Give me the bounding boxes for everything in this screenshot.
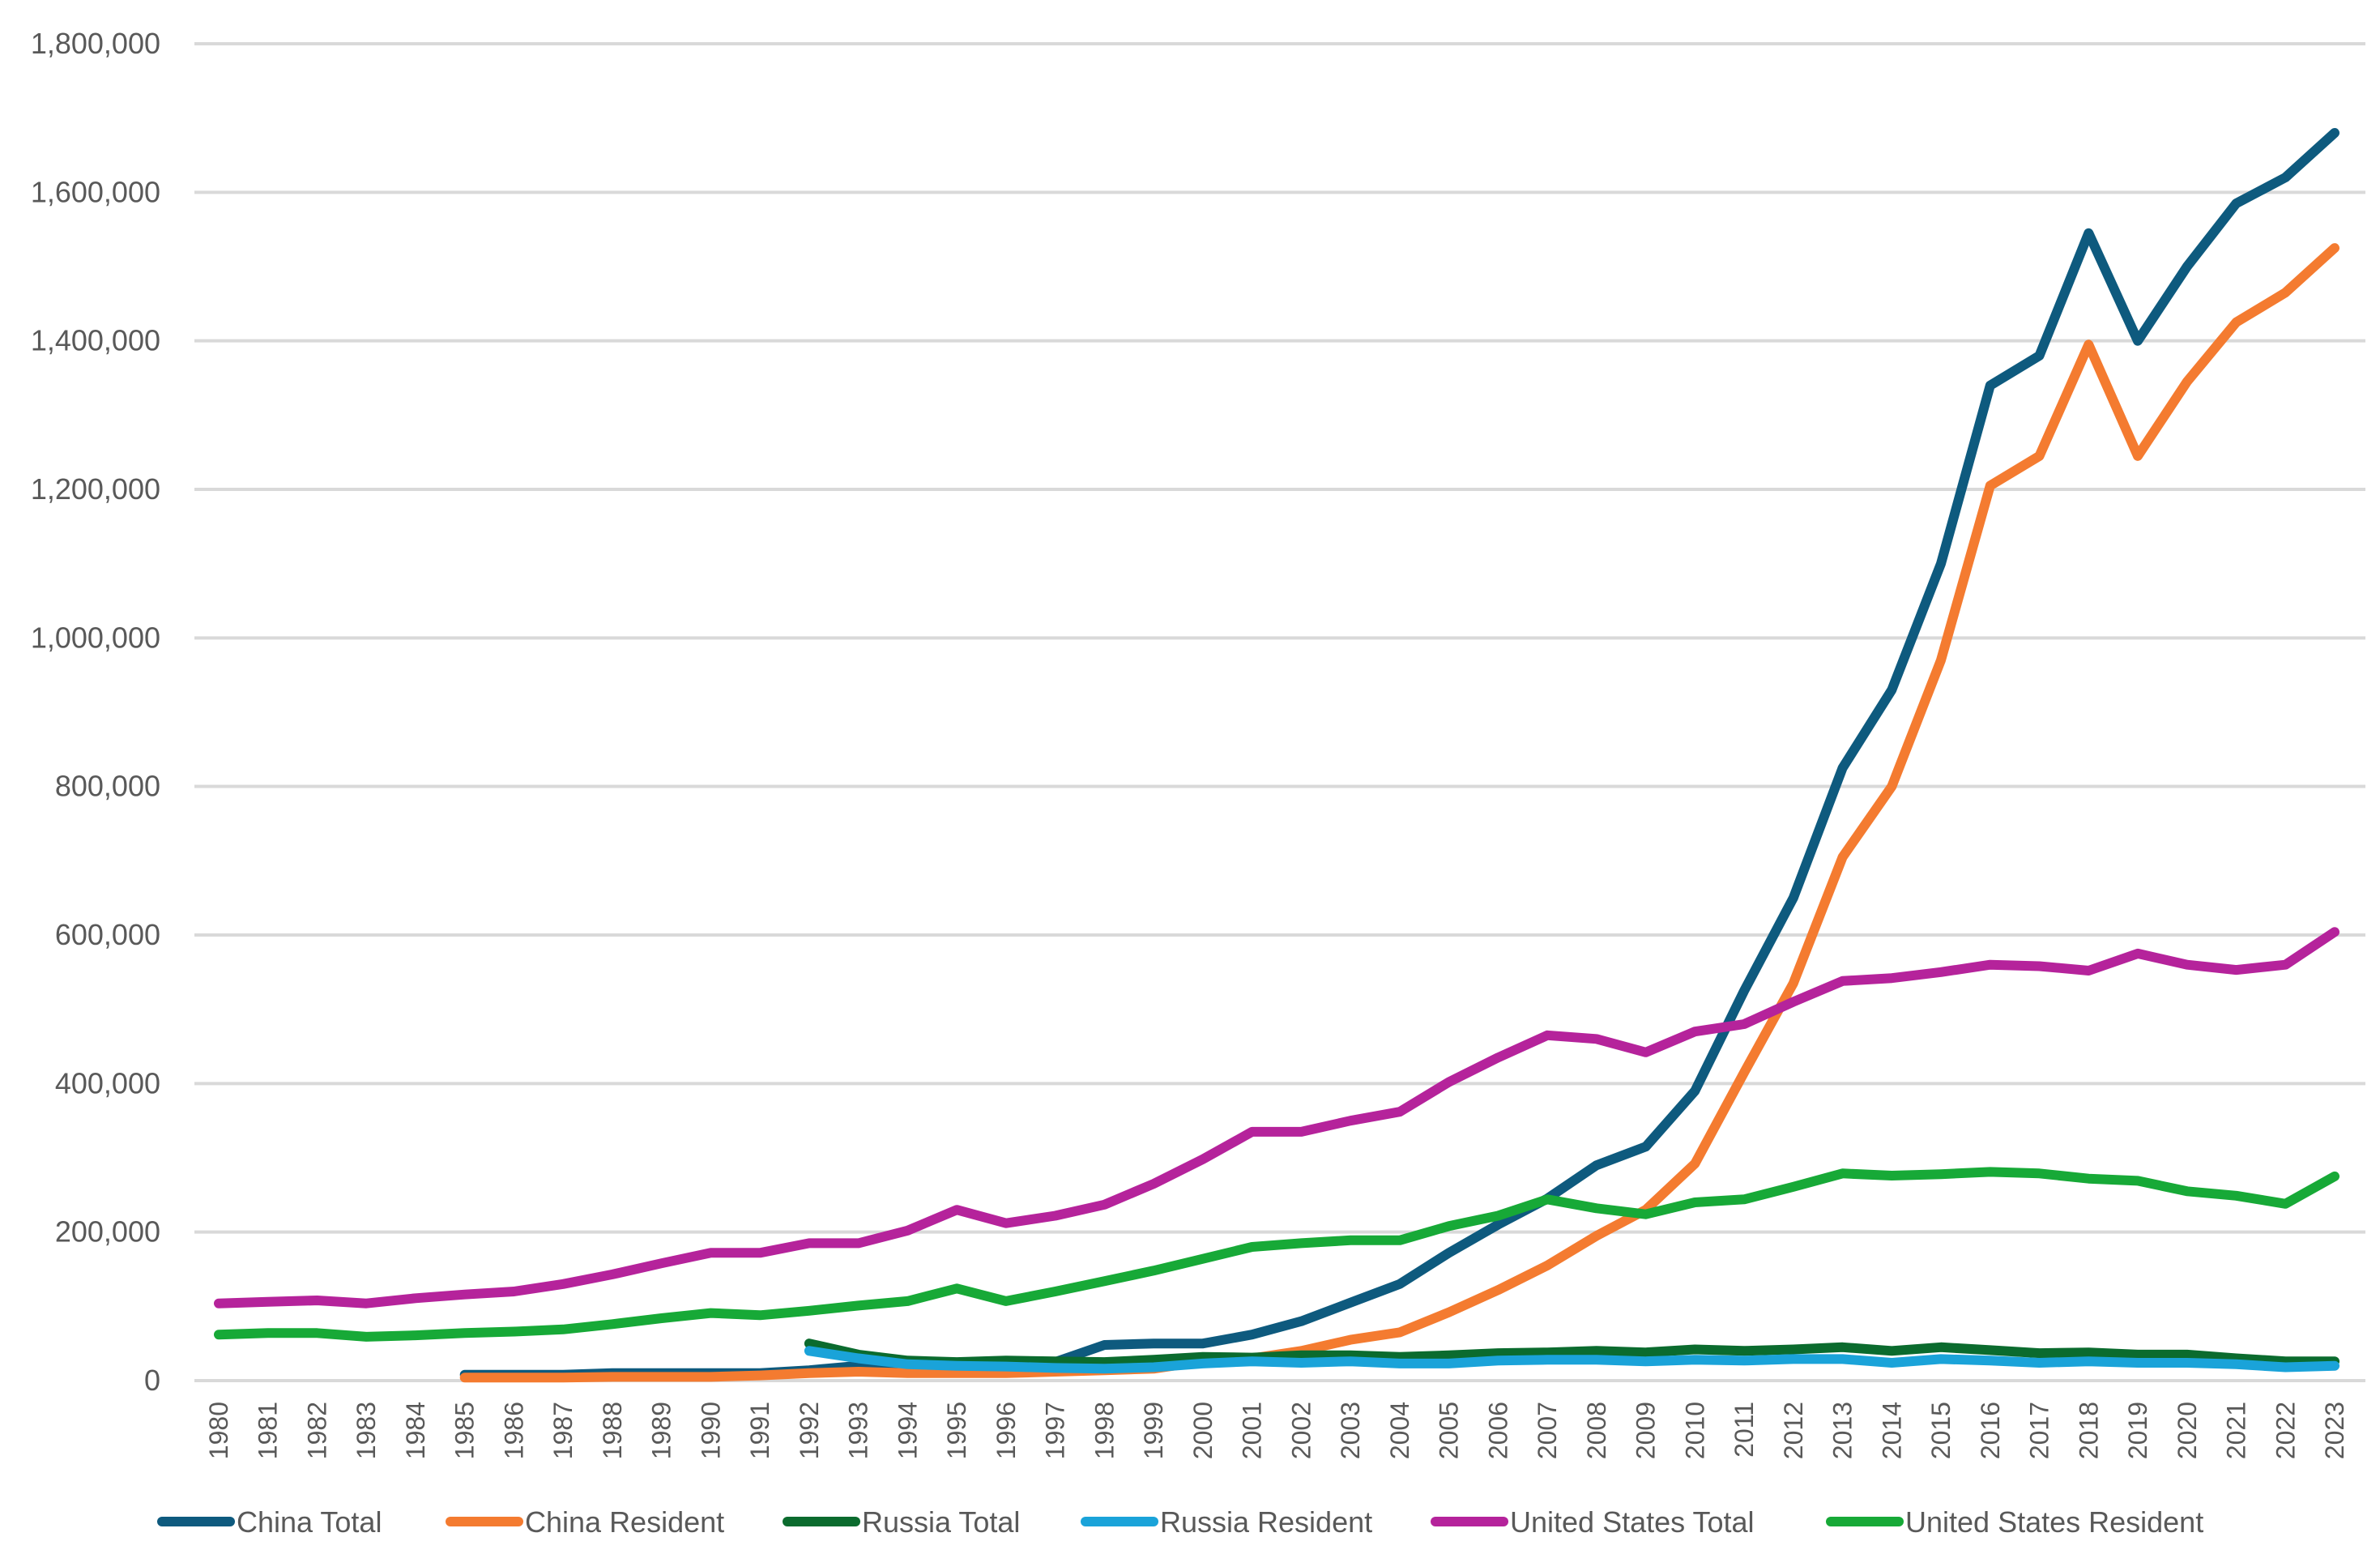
x-tick-label: 1991 [745, 1402, 774, 1459]
x-tick-label: 2022 [2271, 1402, 2300, 1459]
y-tick-label: 1,600,000 [31, 175, 160, 208]
x-tick-label: 2005 [1435, 1402, 1464, 1459]
legend-label-china-resident: China Resident [525, 1505, 724, 1539]
y-axis-ticks: 0 200,000 400,000 600,000 800,000 1,000,000 1,… [31, 27, 160, 1397]
x-tick-label: 1993 [844, 1402, 873, 1459]
x-tick-label: 1986 [499, 1402, 528, 1459]
series-line-russia-total [804, 1338, 2339, 1368]
x-tick-label: 1998 [1090, 1402, 1119, 1459]
gridlines [194, 42, 2365, 1382]
x-tick-label: 2009 [1631, 1402, 1661, 1459]
series-lines [214, 128, 2339, 1383]
x-tick-label: 1997 [1041, 1402, 1070, 1459]
x-axis-ticks: 1980 1981 1982 1983 1984 1985 1986 1987 1988 1989… [204, 1402, 2349, 1459]
series-line-russia-resident [804, 1346, 2339, 1374]
x-tick-label: 2020 [2173, 1402, 2202, 1459]
y-tick-label: 200,000 [55, 1215, 160, 1249]
x-tick-label: 1981 [254, 1402, 283, 1459]
x-tick-label: 2012 [1779, 1402, 1808, 1459]
x-tick-label: 2015 [1926, 1402, 1956, 1459]
x-tick-label: 2018 [2074, 1402, 2103, 1459]
x-tick-label: 1992 [795, 1402, 824, 1459]
x-tick-label: 2021 [2222, 1402, 2251, 1459]
y-tick-label: 1,800,000 [31, 27, 160, 60]
x-tick-label: 2006 [1483, 1402, 1512, 1459]
x-tick-label: 1990 [696, 1402, 725, 1459]
x-tick-label: 2007 [1533, 1402, 1562, 1459]
x-tick-label: 2002 [1286, 1402, 1316, 1459]
x-tick-label: 1994 [893, 1402, 922, 1459]
x-tick-label: 1985 [450, 1402, 480, 1459]
x-tick-label: 1980 [204, 1402, 233, 1459]
x-tick-label: 1983 [352, 1402, 381, 1459]
x-tick-label: 2023 [2320, 1402, 2349, 1459]
x-tick-label: 2011 [1730, 1402, 1759, 1458]
x-tick-label: 2013 [1828, 1402, 1858, 1459]
y-tick-label: 400,000 [55, 1066, 160, 1099]
series-line-united-states-resident [214, 1167, 2339, 1342]
y-tick-label: 0 [144, 1364, 160, 1397]
legend-label-russia-resident: Russia Resident [1160, 1505, 1372, 1539]
x-tick-label: 2019 [2123, 1402, 2152, 1459]
series-line-united-states-total [214, 927, 2339, 1309]
series-line-china-resident [459, 243, 2339, 1383]
x-tick-label: 2004 [1385, 1402, 1414, 1459]
x-tick-label: 1987 [548, 1402, 578, 1459]
x-tick-label: 2001 [1238, 1402, 1267, 1459]
x-tick-label: 1995 [942, 1402, 971, 1459]
x-tick-label: 1999 [1139, 1402, 1168, 1459]
y-tick-label: 1,400,000 [31, 324, 160, 357]
x-tick-label: 2008 [1582, 1402, 1611, 1459]
x-tick-label: 1988 [598, 1402, 627, 1459]
x-tick-label: 2010 [1680, 1402, 1709, 1459]
y-tick-label: 1,000,000 [31, 621, 160, 654]
legend-label-united-states-resident: United States Resident [1905, 1505, 2203, 1539]
x-tick-label: 2017 [2025, 1402, 2054, 1459]
x-tick-label: 2000 [1188, 1402, 1218, 1459]
x-tick-label: 2003 [1336, 1402, 1365, 1459]
x-tick-label: 1982 [302, 1402, 331, 1459]
y-tick-label: 800,000 [55, 770, 160, 803]
x-tick-label: 1996 [992, 1402, 1021, 1459]
x-tick-label: 1984 [401, 1402, 430, 1459]
legend: China Total China Resident Russia Total Rus… [157, 1505, 2203, 1539]
series-line-china-total [459, 128, 2339, 1380]
x-tick-label: 2014 [1877, 1402, 1906, 1459]
legend-label-china-total: China Total [237, 1505, 382, 1539]
legend-label-russia-total: Russia Total [862, 1505, 1020, 1539]
y-tick-label: 600,000 [55, 918, 160, 951]
x-tick-label: 1989 [647, 1402, 676, 1459]
x-tick-label: 2016 [1976, 1402, 2005, 1459]
y-tick-label: 1,200,000 [31, 472, 160, 506]
legend-label-united-states-total: United States Total [1510, 1505, 1755, 1539]
